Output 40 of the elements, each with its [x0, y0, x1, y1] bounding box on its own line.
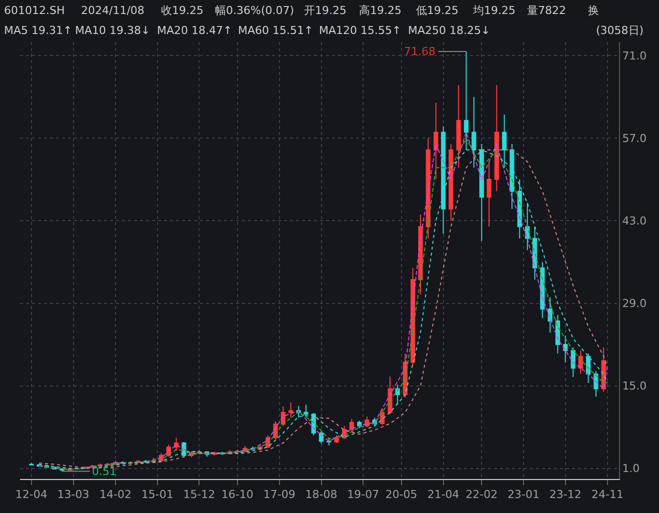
text: MA5 19.31↑ [4, 24, 72, 37]
text: 开19.25 [304, 4, 346, 17]
y-tick-label: 29.0 [622, 297, 647, 310]
text: 低19.25 [416, 4, 458, 17]
x-tick-label: 17-09 [263, 488, 296, 502]
x-tick-label: 14-02 [100, 488, 132, 502]
text: 601012.SH [4, 4, 65, 17]
annotation: 71.68 [404, 45, 436, 58]
x-tick-label: 19-07 [347, 488, 380, 502]
text: MA120 15.55↑ [319, 24, 402, 37]
x-tick-label: 13-03 [57, 488, 90, 502]
y-tick-label: 57.0 [622, 132, 647, 145]
text: MA10 19.38↓ [75, 24, 150, 37]
x-tick-label: 16-10 [221, 488, 254, 502]
y-tick-label: 43.0 [622, 214, 647, 228]
text: 高19.25 [359, 4, 402, 17]
text: 幅0.36%(0.07) [215, 4, 294, 17]
x-tick-label: 15-12 [183, 488, 216, 502]
x-tick-label: 23-01 [508, 488, 540, 502]
text: 量7822 [527, 4, 566, 17]
x-tick-label: 12-04 [15, 488, 48, 502]
text: 2024/11/08 [81, 4, 144, 17]
x-tick-label: 23-12 [549, 488, 582, 502]
y-tick-label: 15.0 [622, 380, 647, 393]
text: 均19.25 [472, 4, 516, 17]
y-tick-label: 71.0 [622, 49, 647, 62]
x-tick-label: 15-01 [141, 488, 174, 502]
annotation: 0.51 [92, 465, 116, 478]
text: 收19.25 [161, 4, 204, 17]
text: (3058日) [596, 24, 644, 37]
x-tick-label: 21-04 [427, 488, 460, 502]
text: 换 [588, 4, 599, 17]
x-tick-label: 18-08 [305, 488, 338, 502]
text: MA20 18.47↑ [157, 24, 232, 37]
x-tick-label: 24-11 [591, 488, 624, 502]
text: MA60 15.51↑ [238, 24, 314, 37]
text: MA250 18.25↓ [408, 24, 490, 37]
x-tick-label: 20-05 [385, 488, 418, 502]
x-tick-label: 22-02 [466, 488, 498, 502]
y-tick-label: 1.0 [622, 462, 640, 476]
